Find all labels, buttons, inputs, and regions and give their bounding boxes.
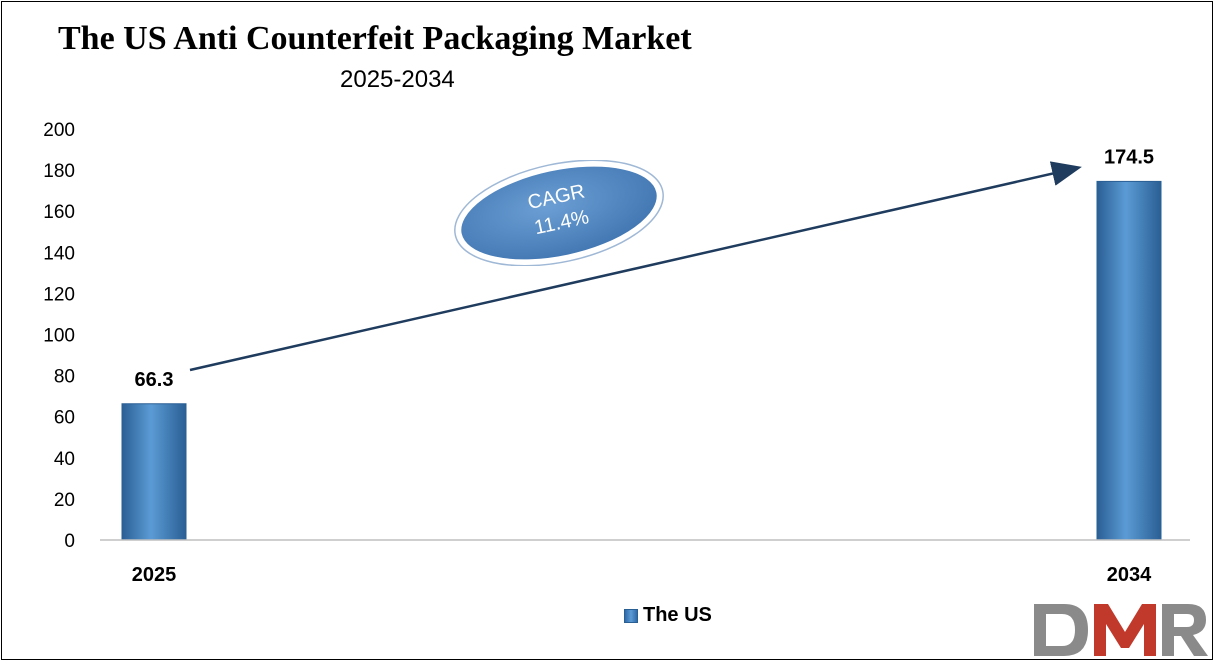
y-tick-label: 120 xyxy=(43,284,75,305)
y-tick-label: 140 xyxy=(43,243,75,264)
chart-subtitle: 2025-2034 xyxy=(340,66,455,93)
dmr-logo-icon xyxy=(1030,600,1210,658)
cagr-ellipse: CAGR 11.4% xyxy=(452,160,666,266)
bar-2025 xyxy=(121,403,187,541)
y-tick-label: 20 xyxy=(54,490,75,511)
y-tick-label: 180 xyxy=(43,161,75,182)
y-tick-label: 40 xyxy=(54,449,75,470)
legend-swatch xyxy=(624,608,638,623)
x-category-label: 2034 xyxy=(1107,564,1152,586)
data-label-2034: 174.5 xyxy=(1104,146,1154,168)
y-tick-label: 60 xyxy=(54,408,75,429)
data-label-2025: 66.3 xyxy=(135,369,174,391)
chart-legend: The US xyxy=(624,604,712,627)
y-tick-label: 200 xyxy=(43,120,75,141)
y-tick-label: 80 xyxy=(54,367,75,388)
y-tick-label: 0 xyxy=(64,531,75,552)
legend-label: The US xyxy=(643,604,712,626)
bar-2034 xyxy=(1096,180,1162,541)
y-tick-label: 160 xyxy=(43,202,75,223)
y-tick-label: 100 xyxy=(43,326,75,347)
growth-arrow xyxy=(189,161,1082,372)
x-category-label: 2025 xyxy=(132,564,177,586)
chart-title: The US Anti Counterfeit Packaging Market xyxy=(58,20,692,57)
